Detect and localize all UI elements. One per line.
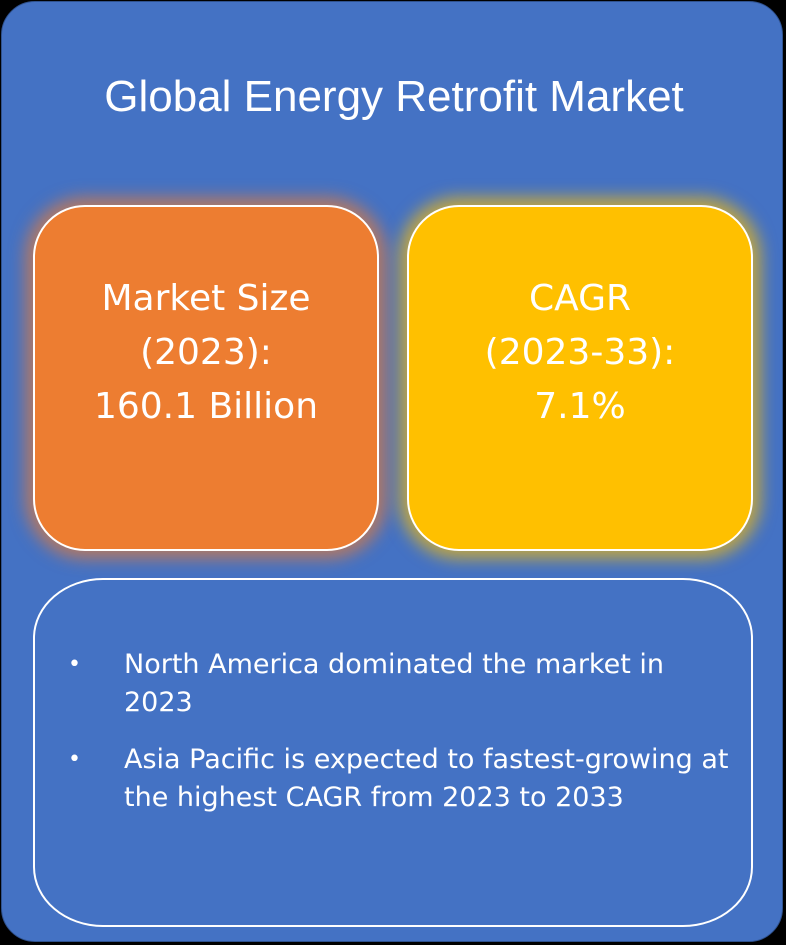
infographic-title: Global Energy Retrofit Market — [104, 72, 684, 121]
market-size-year: (2023): — [140, 332, 272, 373]
highlight-item: • North America dominated the market in … — [35, 646, 735, 722]
bullet-icon: • — [68, 747, 81, 772]
market-size-box: Market Size (2023): 160.1 Billion — [33, 205, 379, 551]
highlight-text: North America dominated the market in 20… — [124, 649, 664, 718]
cagr-box: CAGR (2023-33): 7.1% — [407, 205, 753, 551]
highlight-text: Asia Pacific is expected to fastest-grow… — [124, 744, 729, 813]
bullet-icon: • — [68, 652, 81, 677]
cagr-label: CAGR — [528, 278, 632, 319]
cagr-value: 7.1% — [534, 386, 626, 427]
highlight-item: • Asia Pacific is expected to fastest-gr… — [35, 741, 735, 817]
cagr-period: (2023-33): — [484, 332, 676, 373]
highlights-list: • North America dominated the market in … — [35, 646, 735, 836]
market-size-value: 160.1 Billion — [93, 386, 319, 427]
market-size-label: Market Size — [101, 278, 311, 319]
highlights-box: • North America dominated the market in … — [33, 578, 753, 927]
